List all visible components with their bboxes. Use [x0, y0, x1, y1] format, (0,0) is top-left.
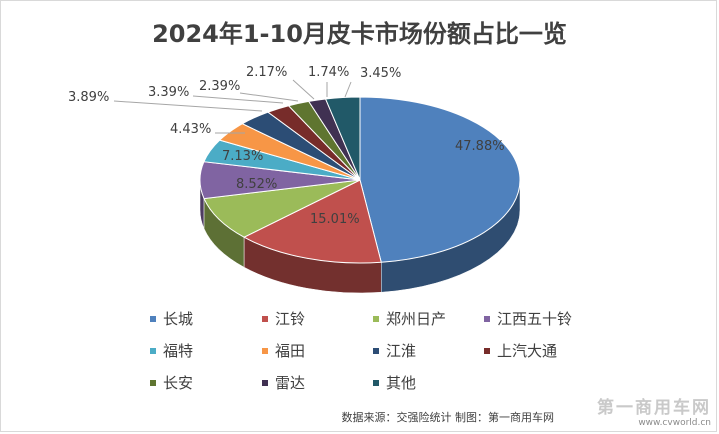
legend-swatch-0 [150, 315, 156, 322]
pie-slice-0 [359, 96, 521, 263]
watermark-name: 第一商用车网 [597, 398, 711, 418]
legend-label-10: 其他 [386, 374, 417, 392]
legend-label-2: 郑州日产 [386, 310, 447, 328]
data-label-8: 2.17% [246, 65, 287, 80]
legend-item-3: 江西五十铃 [484, 308, 572, 329]
data-label-3: 7.13% [222, 149, 263, 164]
legend-label-1: 江铃 [275, 310, 306, 328]
legend-swatch-9 [262, 379, 268, 386]
data-label-7: 2.39% [199, 79, 240, 94]
legend-swatch-7 [484, 347, 490, 354]
legend-swatch-6 [373, 347, 379, 354]
legend-item-8: 长安 [150, 372, 193, 393]
data-label-5: 3.89% [68, 90, 109, 105]
legend-swatch-5 [262, 347, 268, 354]
leader-line-7 [239, 92, 299, 102]
legend-label-9: 雷达 [275, 374, 306, 392]
legend-label-3: 江西五十铃 [497, 310, 573, 328]
legend-item-7: 上汽大通 [484, 340, 557, 361]
data-label-9: 1.74% [308, 65, 349, 80]
legend-swatch-8 [150, 379, 156, 386]
leader-line-8 [292, 79, 315, 100]
leader-line-10 [344, 81, 352, 98]
legend-item-0: 长城 [150, 308, 193, 329]
data-labels: 47.88% 15.01% 8.52% 7.13% 4.43% 3.89% 3.39% 2.3… [68, 65, 505, 227]
legend-label-6: 江淮 [386, 342, 417, 360]
data-label-10: 3.45% [360, 66, 401, 81]
pie-tops [199, 96, 521, 264]
legend-item-5: 福田 [262, 340, 305, 361]
legend-swatch-4 [150, 347, 156, 354]
legend-item-4: 福特 [150, 340, 193, 361]
legend-label-5: 福田 [275, 342, 306, 360]
data-label-4: 4.43% [170, 122, 211, 137]
legend-label-4: 福特 [163, 342, 194, 360]
data-label-0: 47.88% [455, 139, 505, 154]
watermark-url: www.cvworld.cn [638, 418, 711, 428]
legend-label-8: 长安 [163, 374, 194, 392]
leader-line-5 [113, 100, 263, 112]
legend-swatch-10 [373, 379, 379, 386]
source-note: 数据来源：交强险统计 制图：第一商用车网 [341, 411, 555, 424]
pie-slice-1 [243, 179, 382, 264]
watermark: 第一商用车网 www.cvworld.cn [597, 393, 711, 428]
leader-line-6 [192, 95, 284, 104]
legend-item-6: 江淮 [373, 340, 416, 361]
legend-label-7: 上汽大通 [497, 342, 558, 360]
legend-label-0: 长城 [163, 310, 194, 328]
legend-item-1: 江铃 [262, 308, 305, 329]
data-label-1: 15.01% [310, 212, 360, 227]
legend-item-10: 其他 [373, 372, 416, 393]
chart-title: 2024年1-10月皮卡市场份额占比一览 [152, 20, 567, 48]
legend-item-9: 雷达 [262, 372, 305, 393]
data-label-2: 8.52% [236, 177, 277, 192]
legend-swatch-1 [262, 315, 268, 322]
legend-swatch-3 [484, 315, 490, 322]
data-label-6: 3.39% [148, 85, 189, 100]
pie-slice-10 [324, 96, 361, 181]
legend-item-2: 郑州日产 [373, 308, 446, 329]
legend-swatch-2 [373, 315, 379, 322]
